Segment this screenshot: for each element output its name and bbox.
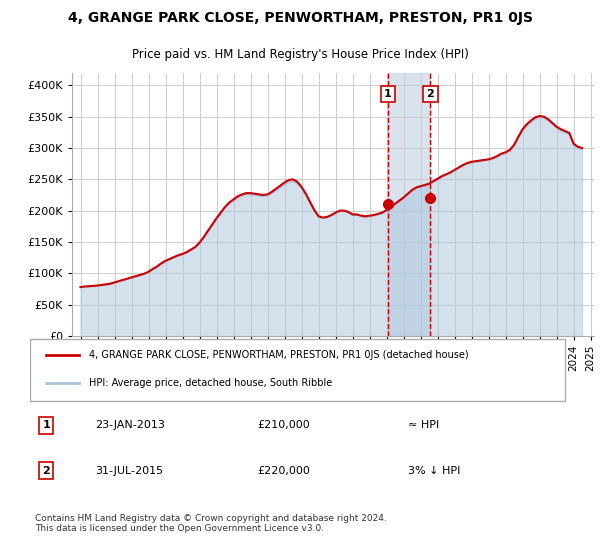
Text: 31-JUL-2015: 31-JUL-2015 <box>95 466 163 476</box>
Text: 2: 2 <box>43 466 50 476</box>
Text: 3% ↓ HPI: 3% ↓ HPI <box>408 466 460 476</box>
Text: ≈ HPI: ≈ HPI <box>408 421 439 431</box>
Text: 4, GRANGE PARK CLOSE, PENWORTHAM, PRESTON, PR1 0JS (detached house): 4, GRANGE PARK CLOSE, PENWORTHAM, PRESTO… <box>89 350 469 360</box>
Text: 4, GRANGE PARK CLOSE, PENWORTHAM, PRESTON, PR1 0JS: 4, GRANGE PARK CLOSE, PENWORTHAM, PRESTO… <box>67 11 533 25</box>
Text: 23-JAN-2013: 23-JAN-2013 <box>95 421 164 431</box>
Text: Contains HM Land Registry data © Crown copyright and database right 2024.
This d: Contains HM Land Registry data © Crown c… <box>35 514 387 534</box>
Text: Price paid vs. HM Land Registry's House Price Index (HPI): Price paid vs. HM Land Registry's House … <box>131 48 469 61</box>
Text: 1: 1 <box>384 89 392 99</box>
Text: £210,000: £210,000 <box>257 421 310 431</box>
Bar <box>388 73 430 336</box>
Text: 2: 2 <box>427 89 434 99</box>
Text: £220,000: £220,000 <box>257 466 310 476</box>
FancyBboxPatch shape <box>30 339 565 400</box>
Text: 1: 1 <box>43 421 50 431</box>
Text: HPI: Average price, detached house, South Ribble: HPI: Average price, detached house, Sout… <box>89 378 332 388</box>
